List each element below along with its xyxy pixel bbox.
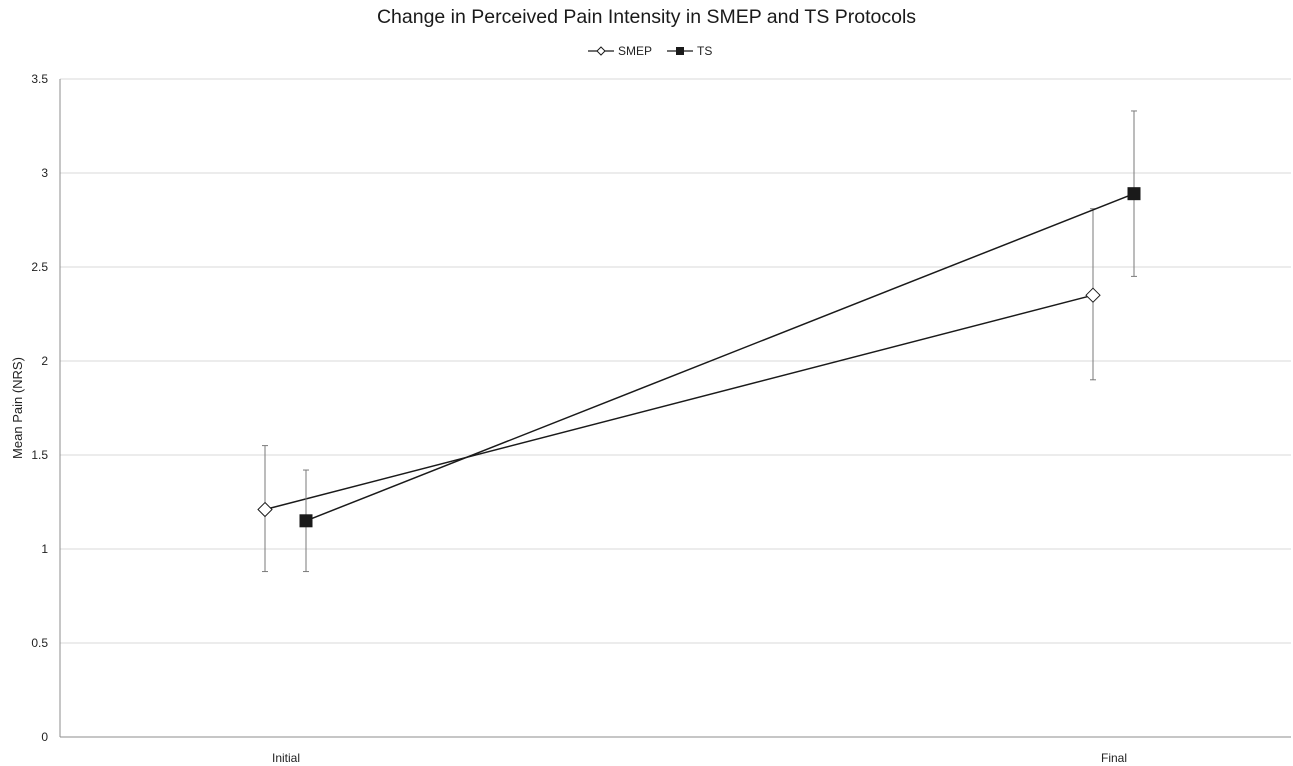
data-point bbox=[1085, 287, 1101, 303]
gridlines bbox=[60, 78, 1291, 644]
data-point bbox=[299, 514, 313, 528]
legend-marker bbox=[676, 47, 684, 55]
chart-title: Change in Perceived Pain Intensity in SM… bbox=[376, 6, 917, 28]
y-tick-label: 3 bbox=[41, 166, 48, 180]
series-ts bbox=[299, 110, 1141, 573]
y-tick-label: 2.5 bbox=[31, 260, 48, 274]
y-tick-label: 3.5 bbox=[31, 72, 48, 86]
y-tick-label: 0.5 bbox=[31, 636, 48, 650]
y-tick-label: 2 bbox=[41, 354, 48, 368]
x-tick-labels: Initial Final bbox=[272, 751, 1127, 765]
series-line bbox=[264, 294, 1094, 511]
data-point bbox=[1127, 187, 1141, 201]
y-tick-label: 0 bbox=[41, 730, 48, 744]
legend: SMEP TS bbox=[588, 44, 712, 58]
series bbox=[257, 110, 1141, 573]
legend-label: SMEP bbox=[618, 44, 652, 58]
y-tick-label: 1.5 bbox=[31, 448, 48, 462]
series-smep bbox=[257, 208, 1101, 573]
series-line bbox=[305, 192, 1135, 522]
legend-label: TS bbox=[697, 44, 712, 58]
data-point bbox=[257, 501, 273, 518]
x-tick-label: Final bbox=[1101, 751, 1127, 765]
legend-marker bbox=[596, 46, 606, 56]
y-tick-label: 1 bbox=[41, 542, 48, 556]
y-tick-labels: 0 0.5 1 1.5 2 2.5 3 3.5 bbox=[31, 72, 48, 744]
x-tick-label: Initial bbox=[272, 751, 300, 765]
y-axis-title: Mean Pain (NRS) bbox=[10, 357, 25, 459]
axes bbox=[59, 79, 1291, 738]
